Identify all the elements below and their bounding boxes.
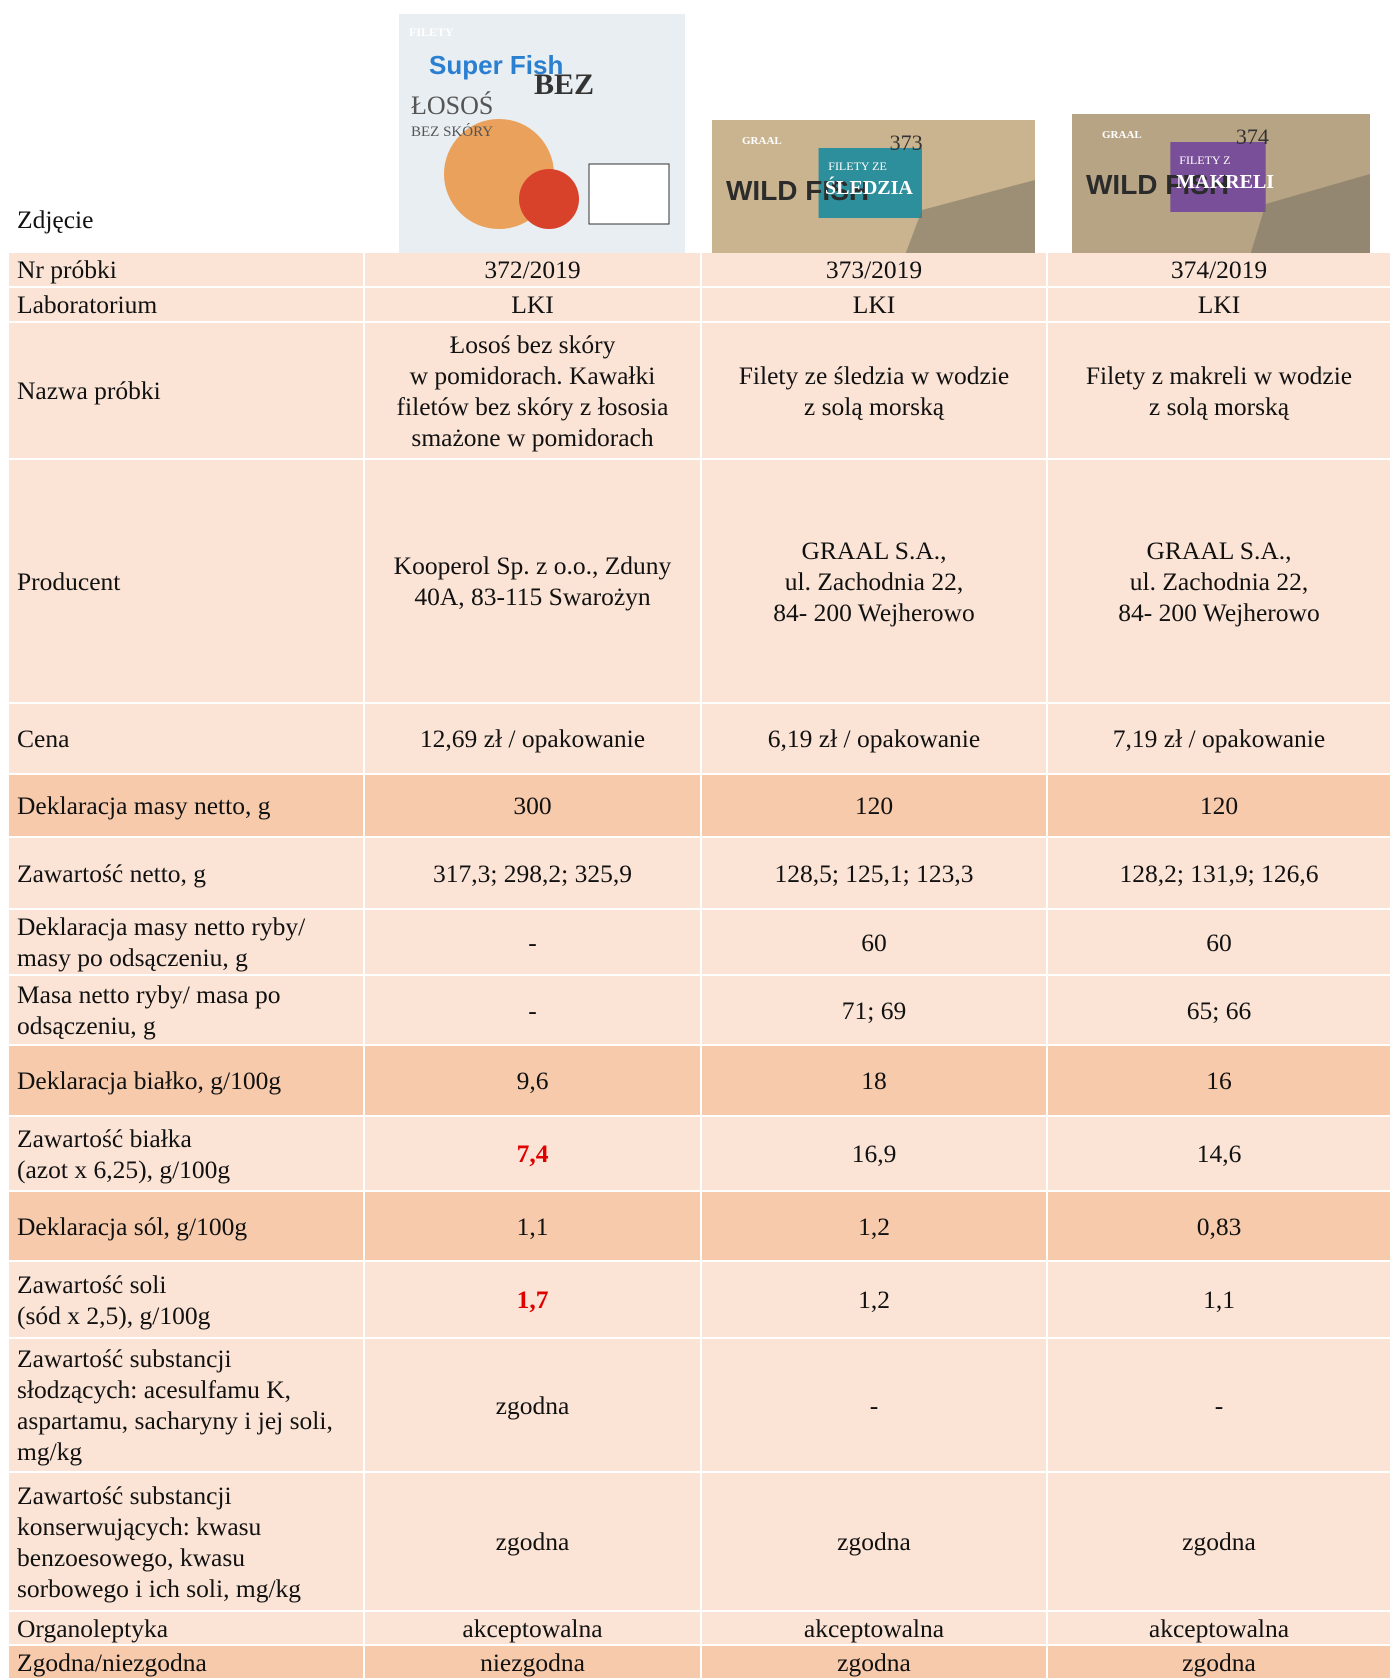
cell-value: Filety z makreli w wodzie z solą morską bbox=[1048, 323, 1392, 460]
row-label: Zawartość substancji konserwujących: kwa… bbox=[9, 1473, 365, 1612]
photo-text: FILETY Z bbox=[1179, 153, 1230, 167]
cell-value: niezgodna bbox=[365, 1646, 702, 1680]
cell-value: zgodna bbox=[365, 1339, 702, 1473]
cell-value: 6,19 zł / opakowanie bbox=[702, 704, 1048, 775]
cell-value: 7,4 bbox=[365, 1117, 702, 1192]
photo-text: GRAAL bbox=[742, 135, 782, 147]
cell-value: zgodna bbox=[1048, 1473, 1392, 1612]
cell-value: LKI bbox=[365, 288, 702, 323]
cell-value: 16,9 bbox=[702, 1117, 1048, 1192]
cell-value: 120 bbox=[702, 775, 1048, 838]
cell-value: 18 bbox=[702, 1046, 1048, 1117]
cell-value: GRAAL S.A., ul. Zachodnia 22, 84- 200 We… bbox=[702, 460, 1048, 704]
cell-value: Filety ze śledzia w wodzie z solą morską bbox=[702, 323, 1048, 460]
photo-text: 373 bbox=[890, 130, 923, 155]
row-label: Deklaracja masy netto, g bbox=[9, 775, 365, 838]
cell-value: 71; 69 bbox=[702, 976, 1048, 1046]
row-label: Nr próbki bbox=[9, 253, 365, 288]
cell-value: 128,2; 131,9; 126,6 bbox=[1048, 838, 1392, 910]
cell-value: 7,19 zł / opakowanie bbox=[1048, 704, 1392, 775]
cell-value: 128,5; 125,1; 123,3 bbox=[702, 838, 1048, 910]
row-label: Zawartość netto, g bbox=[9, 838, 365, 910]
photo-text: BEZ SKÓRY bbox=[411, 123, 493, 140]
photo-row-label: Zdjęcie bbox=[17, 205, 93, 235]
row-label: Laboratorium bbox=[9, 288, 365, 323]
photo-text: FILETY ZE bbox=[828, 159, 887, 173]
row-label: Deklaracja białko, g/100g bbox=[9, 1046, 365, 1117]
cell-value: 1,2 bbox=[702, 1192, 1048, 1262]
row-label: Nazwa próbki bbox=[9, 323, 365, 460]
cell-value: 1,1 bbox=[1048, 1262, 1392, 1339]
photo-text: FILETY bbox=[409, 25, 454, 39]
cell-value: 317,3; 298,2; 325,9 bbox=[365, 838, 702, 910]
cell-value: Łosoś bez skóry w pomidorach. Kawałki fi… bbox=[365, 323, 702, 460]
cell-value: 1,7 bbox=[365, 1262, 702, 1339]
cell-value: Kooperol Sp. z o.o., Zduny 40A, 83-115 S… bbox=[365, 460, 702, 704]
cell-value: - bbox=[365, 910, 702, 976]
photo-text: MAKRELI bbox=[1176, 171, 1274, 193]
cell-value: 373/2019 bbox=[702, 253, 1048, 288]
row-label: Producent bbox=[9, 460, 365, 704]
page: {"table": { "photo_label": "Zdjęcie", "p… bbox=[0, 0, 1400, 1680]
row-label: Zawartość białka (azot x 6,25), g/100g bbox=[9, 1117, 365, 1192]
cell-value: 16 bbox=[1048, 1046, 1392, 1117]
cell-value: 9,6 bbox=[365, 1046, 702, 1117]
row-label: Organoleptyka bbox=[9, 1612, 365, 1646]
row-label: Masa netto ryby/ masa po odsączeniu, g bbox=[9, 976, 365, 1046]
cell-value: akceptowalna bbox=[702, 1612, 1048, 1646]
cell-value: zgodna bbox=[365, 1473, 702, 1612]
cell-value: 60 bbox=[1048, 910, 1392, 976]
row-label: Deklaracja sól, g/100g bbox=[9, 1192, 365, 1262]
cell-value: 14,6 bbox=[1048, 1117, 1392, 1192]
cell-value: zgodna bbox=[702, 1646, 1048, 1680]
cell-value: GRAAL S.A., ul. Zachodnia 22, 84- 200 We… bbox=[1048, 460, 1392, 704]
cell-value: 65; 66 bbox=[1048, 976, 1392, 1046]
cell-value: - bbox=[1048, 1339, 1392, 1473]
tomato bbox=[519, 169, 579, 229]
barcode bbox=[589, 164, 669, 224]
photo-text: ŁOSOŚ bbox=[411, 91, 493, 120]
cell-value: 1,2 bbox=[702, 1262, 1048, 1339]
cell-value: 300 bbox=[365, 775, 702, 838]
cell-value: - bbox=[702, 1339, 1048, 1473]
cell-value: 120 bbox=[1048, 775, 1392, 838]
row-label: Zawartość substancji słodzących: acesulf… bbox=[9, 1339, 365, 1473]
cell-value: zgodna bbox=[702, 1473, 1048, 1612]
cell-value: 1,1 bbox=[365, 1192, 702, 1262]
cell-value: LKI bbox=[702, 288, 1048, 323]
cell-value: zgodna bbox=[1048, 1646, 1392, 1680]
cell-value: akceptowalna bbox=[365, 1612, 702, 1646]
row-label: Zawartość soli (sód x 2,5), g/100g bbox=[9, 1262, 365, 1339]
cell-value: 372/2019 bbox=[365, 253, 702, 288]
photo-text: GRAAL bbox=[1102, 129, 1142, 141]
photo-text: ŚLEDZIA bbox=[825, 175, 913, 199]
photo-text: 374 bbox=[1236, 124, 1269, 149]
cell-value: 60 bbox=[702, 910, 1048, 976]
cell-value: 12,69 zł / opakowanie bbox=[365, 704, 702, 775]
cell-value: akceptowalna bbox=[1048, 1612, 1392, 1646]
cell-value: - bbox=[365, 976, 702, 1046]
cell-value: 374/2019 bbox=[1048, 253, 1392, 288]
cell-value: 0,83 bbox=[1048, 1192, 1392, 1262]
row-label: Zgodna/niezgodna bbox=[9, 1646, 365, 1680]
photo-text: BEZ bbox=[534, 68, 594, 101]
row-label: Cena bbox=[9, 704, 365, 775]
row-label: Deklaracja masy netto ryby/ masy po odsą… bbox=[9, 910, 365, 976]
cell-value: LKI bbox=[1048, 288, 1392, 323]
